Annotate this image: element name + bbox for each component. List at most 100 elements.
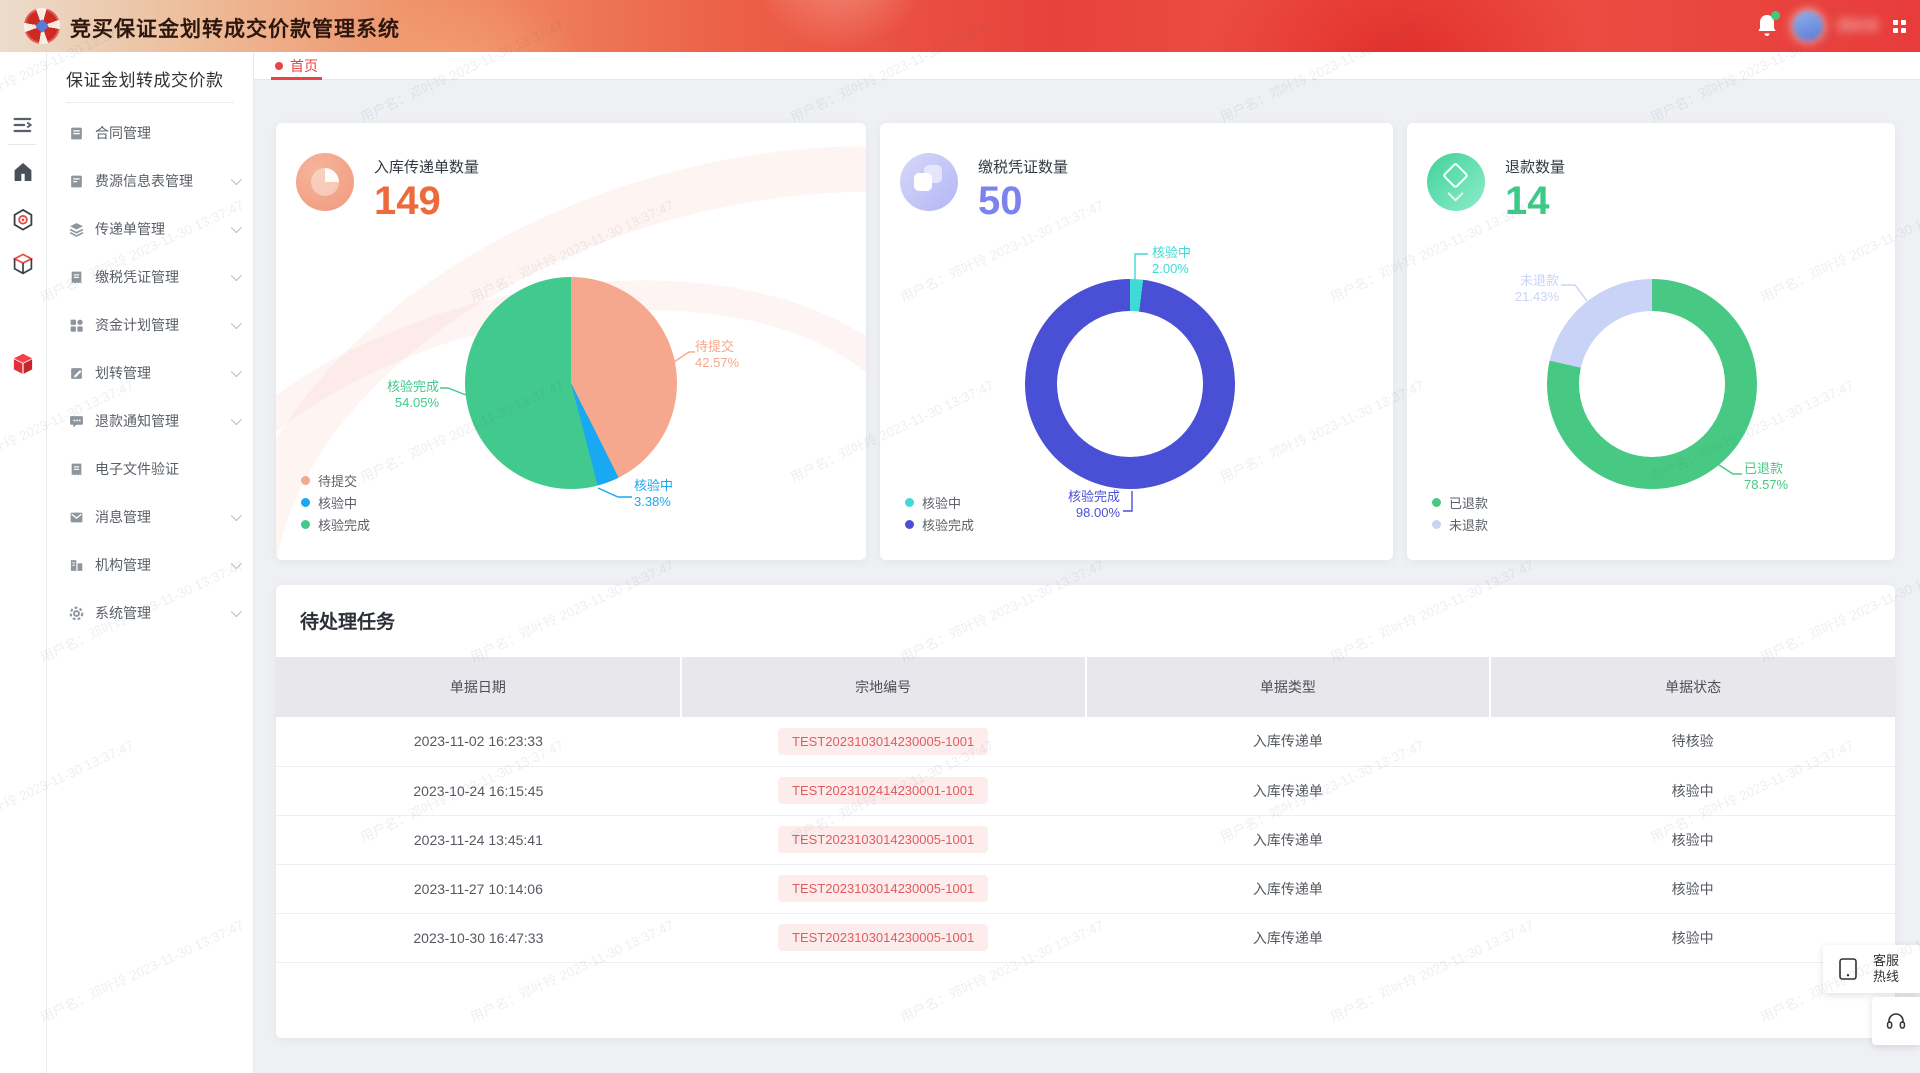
legend-item: 待提交 [301, 469, 370, 491]
sidebar-item-label: 传递单管理 [95, 221, 165, 237]
chart-legend: 待提交 核验中 核验完成 [301, 469, 370, 535]
table-row[interactable]: 2023-10-30 16:47:33 TEST2023103014230005… [276, 913, 1895, 963]
sidebar-item-9[interactable]: 机构管理 [47, 541, 253, 589]
parcel-id-badge[interactable]: TEST2023103014230005-1001 [778, 875, 989, 902]
legend-label: 核验完成 [318, 517, 371, 533]
table-row[interactable]: 2023-11-24 13:45:41 TEST2023103014230005… [276, 815, 1895, 865]
notification-badge [1771, 11, 1780, 20]
sidebar-item-5[interactable]: 划转管理 [47, 349, 253, 397]
stat-card-transfer-orders: 入库传递单数量 149 待提交 42.57% 核验中 3.38% [276, 123, 866, 560]
donut-chart [1547, 279, 1757, 489]
tab-home[interactable]: 首页 [271, 52, 322, 80]
pending-tasks-table: 单据日期 宗地编号 单据类型 单据状态 2023-11-02 16:23:33 TES… [276, 657, 1895, 963]
cube-outline-icon[interactable] [11, 252, 35, 276]
sidebar-item-3[interactable]: 缴税凭证管理 [47, 253, 253, 301]
sidebar-item-label: 费源信息表管理 [95, 173, 193, 189]
chevron-down-icon [230, 365, 243, 378]
chevron-down-icon [230, 221, 243, 234]
legend-label: 核验中 [318, 495, 358, 511]
system-gear-icon [69, 606, 84, 621]
bell-icon [1758, 15, 1776, 36]
legend-dot-icon [905, 497, 914, 507]
chevron-down-icon [230, 173, 243, 186]
sidebar-item-0[interactable]: 合同管理 [47, 109, 253, 157]
cell-parcel-id: TEST2023103014230005-1001 [680, 913, 1086, 963]
contract-doc-icon [69, 126, 84, 141]
pie-stat-icon [296, 153, 354, 211]
cell-status: 核验中 [1490, 864, 1895, 914]
target-hexagon-icon[interactable] [11, 208, 35, 232]
tax-receipt-icon [69, 270, 84, 285]
table-row[interactable]: 2023-11-02 16:23:33 TEST2023103014230005… [276, 717, 1895, 767]
sidebar-item-10[interactable]: 系统管理 [47, 589, 253, 637]
sidebar-item-1[interactable]: 费源信息表管理 [47, 157, 253, 205]
cell-doc-type: 入库传递单 [1085, 815, 1491, 865]
message-mail-icon [69, 510, 84, 525]
stat-title: 缴税凭证数量 [978, 159, 1069, 176]
table-row[interactable]: 2023-10-24 16:15:45 TEST2023102414230001… [276, 766, 1895, 816]
sidebar-item-label: 合同管理 [95, 125, 151, 141]
notification-bell-icon[interactable] [1755, 11, 1780, 39]
cell-doc-type: 入库传递单 [1085, 864, 1491, 914]
chevron-down-icon [230, 605, 243, 618]
org-building-icon [69, 558, 84, 573]
cell-parcel-id: TEST2023103014230005-1001 [680, 864, 1086, 914]
legend-item: 核验完成 [301, 513, 370, 535]
parcel-id-badge[interactable]: TEST2023103014230005-1001 [778, 826, 989, 853]
cell-date: 2023-11-02 16:23:33 [276, 717, 681, 767]
legend-dot-icon [301, 475, 310, 485]
efile-receipt-icon [69, 462, 84, 477]
stat-number: 50 [978, 179, 1023, 223]
collapse-menu-icon[interactable] [11, 113, 35, 137]
sidebar-item-7[interactable]: 电子文件验证 [47, 445, 253, 493]
stat-title: 退款数量 [1505, 159, 1566, 176]
sidebar-item-4[interactable]: 资金计划管理 [47, 301, 253, 349]
sidebar-item-6[interactable]: 退款通知管理 [47, 397, 253, 445]
slice-callout: 核验完成 54.05% [386, 379, 439, 411]
cell-doc-type: 入库传递单 [1085, 766, 1491, 816]
table-header-row: 单据日期 宗地编号 单据类型 单据状态 [276, 657, 1895, 717]
fee-table-icon [69, 174, 84, 189]
icon-rail [0, 52, 47, 1073]
cell-status: 核验中 [1490, 815, 1895, 865]
chevron-down-icon [230, 509, 243, 522]
cell-date: 2023-11-27 10:14:06 [276, 864, 681, 914]
user-name: 邓叶玲 [1837, 18, 1879, 34]
transfer-note-icon [69, 366, 84, 381]
cell-parcel-id: TEST2023103014230005-1001 [680, 815, 1086, 865]
tab-active-dot-icon [275, 62, 283, 70]
parcel-id-badge[interactable]: TEST2023103014230005-1001 [778, 727, 989, 755]
column-header: 单据日期 [276, 657, 682, 717]
stat-number: 14 [1505, 179, 1550, 223]
sidebar-item-8[interactable]: 消息管理 [47, 493, 253, 541]
sidebar-item-2[interactable]: 传递单管理 [47, 205, 253, 253]
legend-item: 已退款 [1432, 491, 1488, 513]
legend-label: 核验中 [922, 495, 962, 511]
slice-callout: 已退款 78.57% [1744, 461, 1789, 493]
slice-callout: 待提交 42.57% [695, 339, 740, 371]
slice-callout: 未退款 21.43% [1514, 273, 1559, 305]
service-hotline-button[interactable]: 客服 热线 [1823, 945, 1920, 993]
stat-number: 149 [374, 179, 441, 223]
column-header: 单据状态 [1490, 657, 1895, 717]
chart-legend: 已退款 未退款 [1432, 491, 1488, 535]
slice-callout: 核验完成 98.00% [1067, 489, 1120, 521]
parcel-id-badge[interactable]: TEST2023102414230001-1001 [778, 777, 989, 804]
rail-divider [8, 144, 36, 145]
active-module-cube-icon[interactable] [11, 352, 35, 376]
legend-dot-icon [301, 497, 310, 507]
column-header: 宗地编号 [680, 657, 1087, 717]
home-icon[interactable] [11, 160, 35, 184]
headset-button[interactable] [1872, 997, 1920, 1045]
legend-label: 核验完成 [922, 517, 975, 533]
avatar[interactable] [1793, 11, 1823, 41]
parcel-id-badge[interactable]: TEST2023103014230005-1001 [778, 924, 989, 951]
table-row[interactable]: 2023-11-27 10:14:06 TEST2023103014230005… [276, 864, 1895, 914]
apps-grid-icon[interactable] [1893, 19, 1906, 33]
headset-icon [1886, 1013, 1906, 1029]
pending-tasks-title: 待处理任务 [300, 612, 396, 633]
main-area: 首页 入库传递单数量 149 [254, 52, 1920, 1073]
transfer-layers-icon [69, 222, 84, 237]
cell-parcel-id: TEST2023102414230001-1001 [680, 766, 1086, 816]
